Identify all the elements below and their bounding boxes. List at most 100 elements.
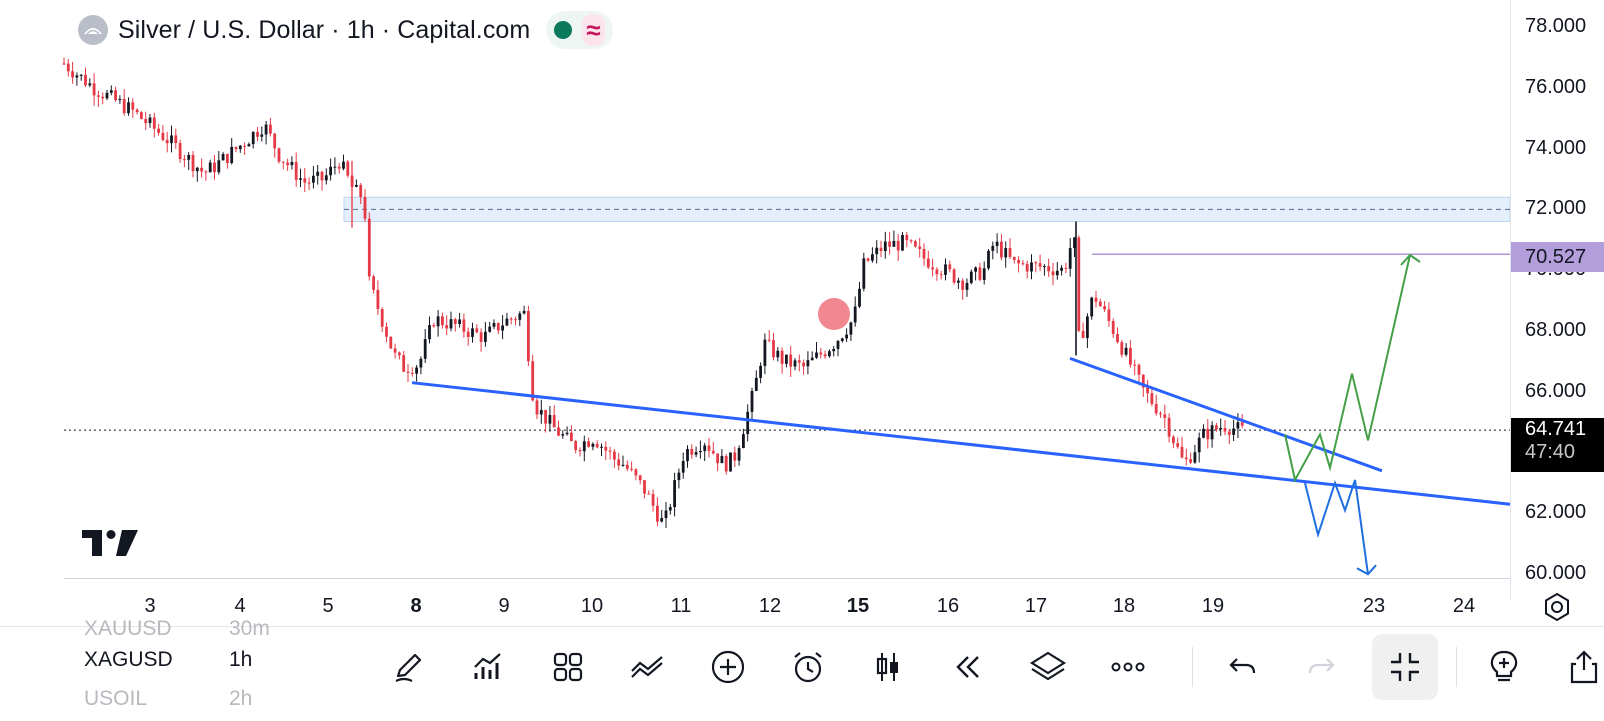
chart-settings-gear-icon[interactable] bbox=[1540, 590, 1574, 624]
candle-body bbox=[544, 409, 547, 424]
candle-body bbox=[677, 472, 681, 481]
time-axis-label: 10 bbox=[580, 595, 604, 617]
candle-body bbox=[152, 117, 156, 129]
layers-button[interactable] bbox=[1024, 643, 1072, 691]
candle-body bbox=[1081, 330, 1085, 338]
candle-body bbox=[587, 441, 590, 447]
candle-body bbox=[1098, 301, 1102, 307]
indicators-button[interactable] bbox=[464, 643, 512, 691]
layout-grid-button[interactable] bbox=[544, 643, 592, 691]
candle-body bbox=[423, 339, 427, 359]
candle-body bbox=[1086, 316, 1089, 338]
trend-tool-button[interactable] bbox=[624, 643, 672, 691]
redo-button[interactable] bbox=[1298, 643, 1346, 691]
price-axis-label: 76.000 bbox=[1525, 75, 1587, 98]
candle-body bbox=[656, 505, 659, 522]
undo-button[interactable] bbox=[1218, 643, 1266, 691]
watchlist-item[interactable]: XAUUSD 30m bbox=[84, 617, 270, 641]
candle-body bbox=[1030, 262, 1033, 272]
candle-body bbox=[776, 350, 780, 358]
candle-body bbox=[329, 166, 332, 176]
toolbar-divider bbox=[1192, 647, 1193, 687]
candle-body bbox=[711, 450, 715, 454]
last-price-tag: 64.741 47:40 bbox=[1511, 418, 1604, 472]
candle-body bbox=[333, 166, 337, 168]
candle-body bbox=[359, 184, 363, 198]
candle-body bbox=[286, 162, 289, 166]
candle-body bbox=[1051, 271, 1055, 276]
share-button[interactable] bbox=[1560, 643, 1604, 691]
candle-body bbox=[436, 316, 440, 327]
candle-body bbox=[763, 339, 767, 366]
rewind-icon bbox=[956, 656, 979, 678]
candle-body bbox=[484, 331, 487, 342]
candle-body bbox=[410, 372, 414, 374]
alert-button[interactable] bbox=[784, 643, 832, 691]
candle-body bbox=[647, 493, 651, 495]
resistance-zone[interactable] bbox=[343, 196, 1511, 223]
watchlist-symbol: XAGUSD bbox=[84, 648, 173, 671]
candle-body bbox=[208, 162, 212, 173]
candle-body bbox=[780, 350, 784, 364]
candle-body bbox=[703, 445, 707, 451]
fullscreen-collapse-button[interactable] bbox=[1372, 634, 1438, 700]
candle-body bbox=[432, 325, 436, 327]
price-axis[interactable]: 60.00062.00064.00066.00068.00070.00072.0… bbox=[1510, 0, 1604, 600]
candle-body bbox=[1043, 266, 1046, 268]
candle-body bbox=[858, 288, 861, 307]
candle-body bbox=[1240, 422, 1244, 426]
wave-approx-icon: ≈ bbox=[582, 14, 605, 46]
candle-body bbox=[527, 310, 530, 362]
candle-body bbox=[1064, 267, 1068, 269]
time-axis-label: 18 bbox=[1112, 595, 1136, 617]
candle-body bbox=[161, 132, 165, 140]
candle-body bbox=[127, 102, 130, 114]
candle-body bbox=[1060, 267, 1063, 271]
candle-body bbox=[518, 313, 522, 320]
candle-body bbox=[535, 400, 539, 415]
candle-body bbox=[522, 310, 526, 314]
watchlist-item-active[interactable]: XAGUSD 1h bbox=[84, 648, 252, 672]
price-axis-label: 72.000 bbox=[1525, 197, 1587, 220]
symbol-title[interactable]: Silver / U.S. Dollar · 1h · Capital.com bbox=[118, 15, 531, 44]
replay-button[interactable] bbox=[944, 643, 992, 691]
candle-body bbox=[552, 415, 556, 428]
candle-body bbox=[445, 325, 449, 329]
candle-body bbox=[1129, 347, 1132, 365]
candle-body bbox=[570, 432, 573, 442]
candle-body bbox=[398, 352, 401, 356]
market-status-pill[interactable]: ≈ bbox=[546, 11, 613, 49]
publish-idea-button[interactable] bbox=[1480, 643, 1528, 691]
candle-body bbox=[157, 128, 160, 133]
candle-body bbox=[699, 450, 702, 453]
candle-body bbox=[686, 448, 689, 462]
candle-body bbox=[879, 247, 883, 252]
grid-icon bbox=[553, 652, 583, 682]
candle-body bbox=[281, 161, 285, 163]
candle-body bbox=[797, 360, 801, 363]
price-chart[interactable] bbox=[0, 0, 1604, 620]
price-axis-label: 60.000 bbox=[1525, 562, 1587, 585]
candle-body bbox=[273, 133, 277, 149]
watchlist-item[interactable]: USOIL 2h bbox=[84, 687, 252, 711]
price-axis-label: 68.000 bbox=[1525, 319, 1587, 341]
candle-body bbox=[337, 166, 341, 169]
candle-body bbox=[926, 258, 930, 268]
more-button[interactable] bbox=[1104, 643, 1152, 691]
candle-body bbox=[234, 146, 238, 150]
candle-body bbox=[716, 453, 719, 464]
candle-body bbox=[1000, 241, 1003, 258]
candle-body bbox=[974, 267, 977, 272]
candle-body bbox=[1034, 262, 1038, 264]
candle-body bbox=[243, 145, 246, 147]
candle-body bbox=[948, 264, 952, 270]
candle-body bbox=[1215, 425, 1218, 430]
candle-body bbox=[591, 443, 595, 447]
time-axis[interactable]: 3 4 5 8 9 10 11 12 15 16 17 18 19 23 24 bbox=[64, 578, 1510, 621]
add-button[interactable] bbox=[704, 643, 752, 691]
drawings[interactable] bbox=[411, 253, 1511, 576]
bar-style-button[interactable] bbox=[864, 643, 912, 691]
draw-pen-button[interactable] bbox=[384, 643, 432, 691]
candle-body bbox=[1184, 457, 1188, 460]
candle-body bbox=[1141, 374, 1145, 388]
